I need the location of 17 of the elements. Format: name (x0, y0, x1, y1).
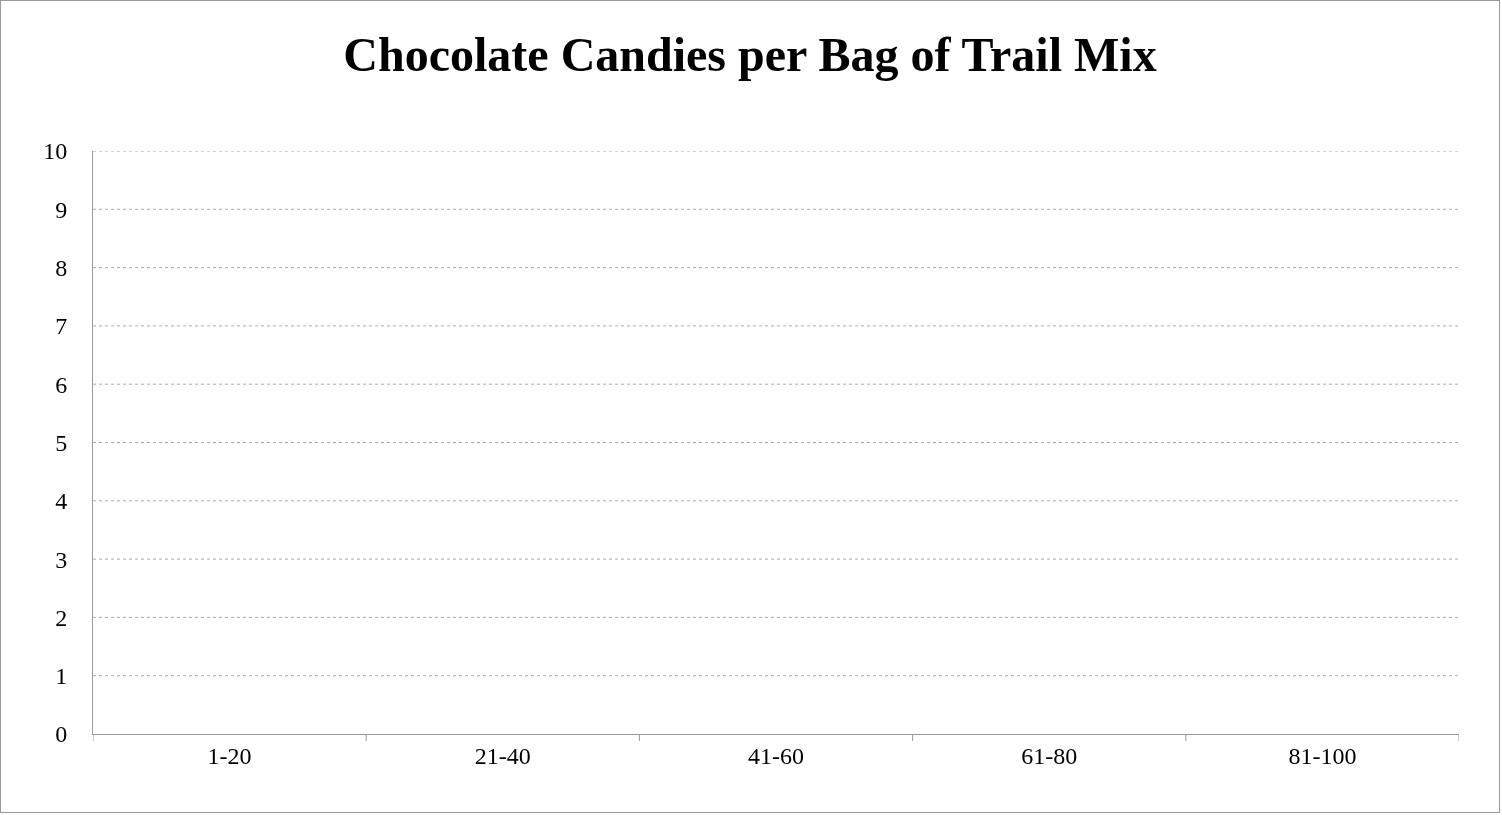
x-tick-label: 21-40 (474, 742, 531, 769)
y-tick-label: 6 (55, 371, 68, 398)
y-tick-label: 3 (55, 546, 68, 573)
chart-title: Chocolate Candies per Bag of Trail Mix (343, 28, 1157, 82)
y-tick-label: 2 (55, 604, 68, 631)
y-tick-label: 0 (55, 721, 68, 748)
y-tick-label: 10 (43, 138, 68, 165)
y-tick-label: 4 (55, 488, 68, 515)
y-tick-label: 8 (55, 255, 68, 281)
y-tick-label: 5 (55, 429, 68, 456)
x-tick-label: 41-60 (748, 742, 804, 769)
y-tick-label: 9 (55, 196, 68, 223)
x-tick-label: 1-20 (207, 742, 252, 769)
y-tick-label: 1 (55, 663, 68, 690)
x-tick-label: 61-80 (1021, 742, 1078, 769)
y-tick-label: 7 (55, 313, 68, 340)
x-tick-label: 81-100 (1288, 742, 1357, 769)
